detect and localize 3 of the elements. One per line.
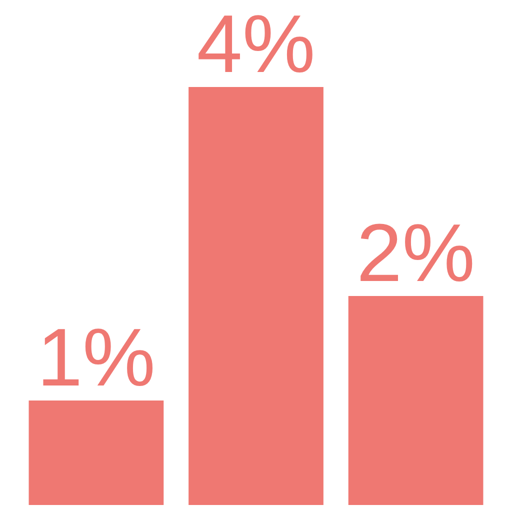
data-label: 4% [196,0,316,90]
data-label: 1% [36,312,156,404]
data-label: 2% [356,208,476,299]
